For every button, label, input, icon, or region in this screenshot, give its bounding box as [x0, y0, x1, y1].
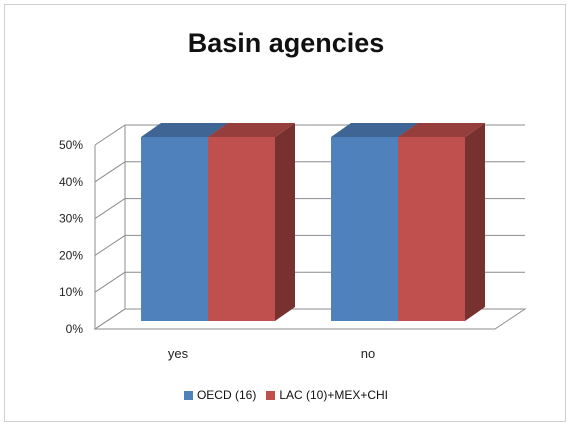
bar-top-yes-1 [208, 123, 295, 137]
legend-item-lac: LAC (10)+MEX+CHI [266, 388, 388, 402]
bar-yes-0 [141, 137, 208, 321]
legend: OECD (16) LAC (10)+MEX+CHI [0, 388, 572, 402]
x-tick-label: no [361, 346, 375, 361]
chart-floor [93, 308, 527, 330]
y-tick-label: 40% [59, 175, 83, 189]
gridline-side [94, 234, 126, 256]
bar-yes-1 [208, 137, 275, 321]
y-tick-label: 30% [59, 212, 83, 226]
x-tick-label: yes [168, 346, 189, 361]
legend-label-oecd: OECD (16) [196, 388, 257, 402]
bar-top-yes-0 [141, 123, 228, 137]
bar-no-0 [331, 137, 398, 321]
legend-label-lac: LAC (10)+MEX+CHI [279, 388, 389, 402]
gridline-side [94, 124, 126, 146]
y-tick-label: 0% [66, 322, 84, 336]
bar-no-1 [398, 137, 465, 321]
y-tick-label: 20% [59, 248, 83, 262]
bar-top-no-0 [331, 123, 418, 137]
legend-swatch-lac [266, 390, 276, 400]
legend-swatch-oecd [183, 390, 193, 400]
bar-top-no-1 [398, 123, 485, 137]
gridline-side [94, 198, 126, 220]
y-tick-label: 50% [59, 138, 83, 152]
gridline-side [94, 271, 126, 293]
bar-side-no-1 [465, 123, 485, 321]
y-tick-label: 10% [59, 285, 83, 299]
gridline-side [94, 161, 126, 183]
chart-title: Basin agencies [187, 28, 385, 58]
bar-side-yes-1 [275, 123, 295, 321]
legend-item-oecd: OECD (16) [183, 388, 257, 402]
